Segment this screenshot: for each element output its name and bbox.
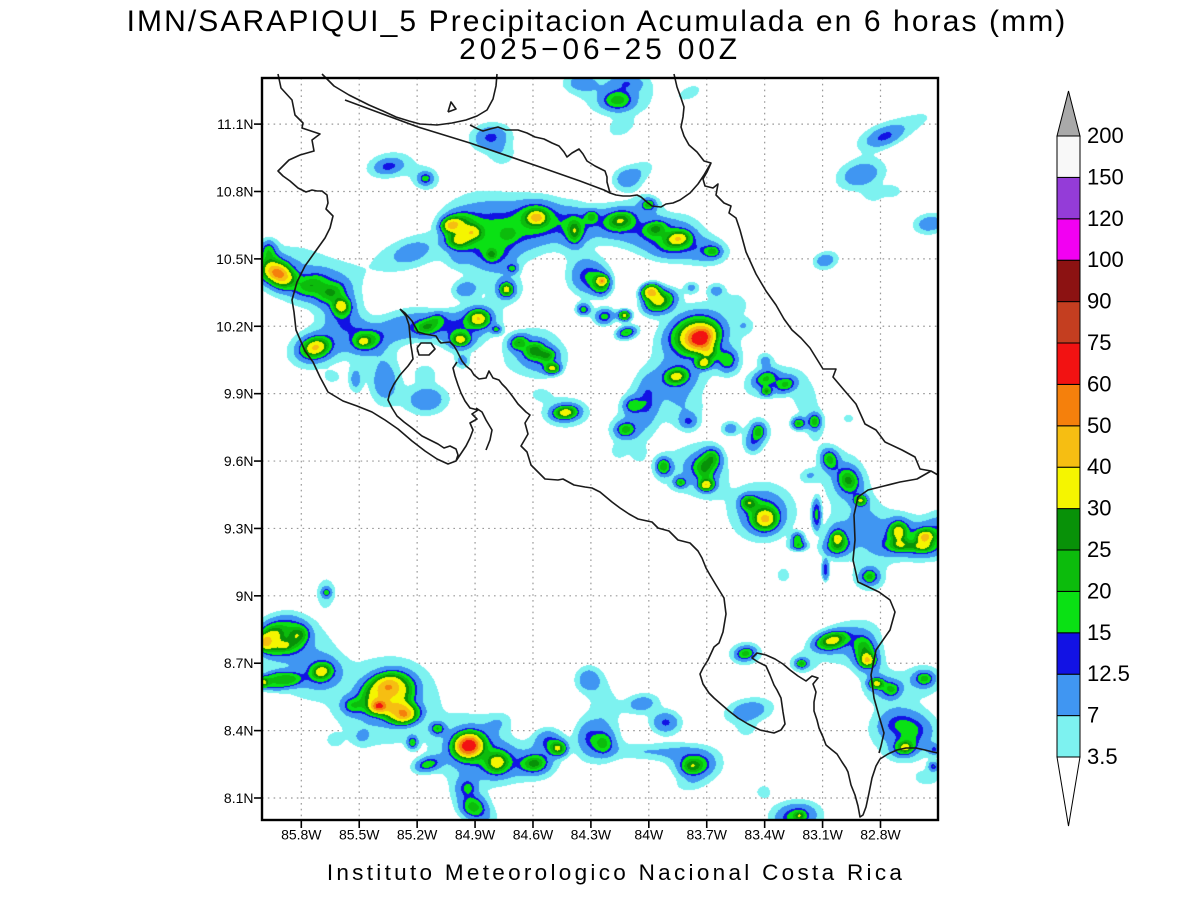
- svg-text:85.5W: 85.5W: [339, 827, 380, 843]
- svg-text:84.9W: 84.9W: [455, 827, 496, 843]
- svg-text:82.8W: 82.8W: [860, 827, 901, 843]
- svg-text:Instituto Meteorologico Nacion: Instituto Meteorologico Nacional Costa R…: [327, 860, 905, 885]
- svg-text:90: 90: [1087, 289, 1111, 314]
- svg-text:83.7W: 83.7W: [687, 827, 728, 843]
- svg-text:10.5N: 10.5N: [216, 251, 253, 267]
- svg-text:84.6W: 84.6W: [513, 827, 554, 843]
- svg-text:10.8N: 10.8N: [216, 183, 253, 199]
- svg-text:60: 60: [1087, 371, 1111, 396]
- svg-text:75: 75: [1087, 330, 1111, 355]
- svg-text:85.8W: 85.8W: [281, 827, 322, 843]
- svg-text:30: 30: [1087, 496, 1111, 521]
- svg-text:11.1N: 11.1N: [217, 116, 253, 132]
- svg-text:12.5: 12.5: [1087, 661, 1130, 686]
- svg-text:84.3W: 84.3W: [571, 827, 612, 843]
- svg-text:120: 120: [1087, 206, 1124, 231]
- svg-text:85.2W: 85.2W: [397, 827, 438, 843]
- svg-text:83.4W: 83.4W: [744, 827, 785, 843]
- svg-text:8.4N: 8.4N: [224, 723, 254, 739]
- svg-text:9.9N: 9.9N: [224, 386, 254, 402]
- svg-text:2025−06−25 00Z: 2025−06−25 00Z: [459, 33, 741, 66]
- svg-text:84W: 84W: [634, 827, 664, 843]
- svg-text:15: 15: [1087, 620, 1111, 645]
- svg-text:20: 20: [1087, 578, 1111, 603]
- svg-text:IMN/SARAPIQUI_5 Precipitacion: IMN/SARAPIQUI_5 Precipitacion Acumulada …: [127, 5, 1068, 38]
- svg-text:25: 25: [1087, 537, 1111, 562]
- svg-text:7: 7: [1087, 703, 1099, 728]
- svg-text:9N: 9N: [236, 588, 254, 604]
- svg-text:8.1N: 8.1N: [224, 790, 254, 806]
- svg-text:8.7N: 8.7N: [224, 655, 254, 671]
- svg-text:3.5: 3.5: [1087, 744, 1118, 769]
- svg-text:9.6N: 9.6N: [224, 453, 254, 469]
- svg-text:83.1W: 83.1W: [802, 827, 843, 843]
- svg-text:10.2N: 10.2N: [216, 318, 253, 334]
- svg-text:9.3N: 9.3N: [224, 520, 254, 536]
- svg-text:100: 100: [1087, 247, 1124, 272]
- svg-text:50: 50: [1087, 413, 1111, 438]
- svg-text:40: 40: [1087, 454, 1111, 479]
- svg-text:150: 150: [1087, 164, 1124, 189]
- svg-text:200: 200: [1087, 123, 1124, 148]
